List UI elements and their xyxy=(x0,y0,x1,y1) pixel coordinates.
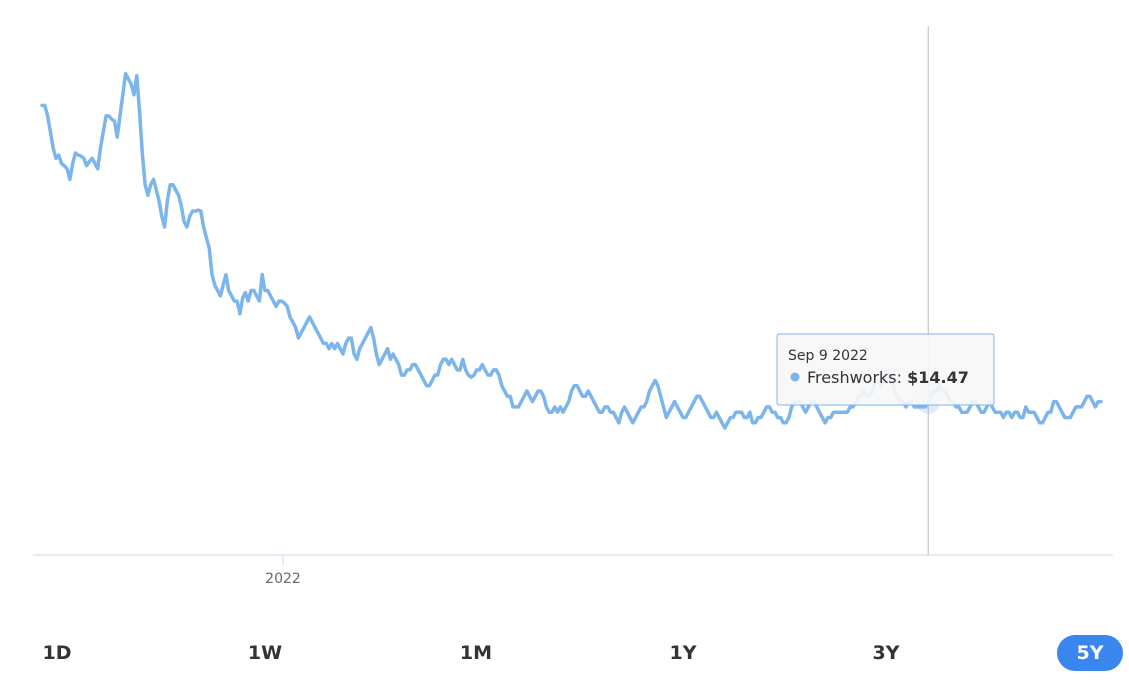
series-line-freshworks[interactable] xyxy=(40,71,1103,430)
tooltip-date: Sep 9 2022 xyxy=(788,348,868,364)
stock-line-chart[interactable]: 2022 Sep 9 2022 Freshworks: $14.47 xyxy=(0,0,1129,600)
tooltip-series-marker xyxy=(790,372,800,382)
tooltip: Sep 9 2022 Freshworks: $14.47 xyxy=(776,333,995,406)
range-button-1w[interactable]: 1W xyxy=(240,635,290,671)
x-tick-label: 2022 xyxy=(265,571,301,587)
range-button-3y[interactable]: 3Y xyxy=(861,635,911,671)
range-button-1m[interactable]: 1M xyxy=(446,635,506,671)
tooltip-box xyxy=(776,333,995,406)
tooltip-value: $14.47 xyxy=(907,368,969,387)
tooltip-separator: : xyxy=(897,368,907,387)
range-button-5y[interactable]: 5Y xyxy=(1057,635,1123,671)
range-button-1d[interactable]: 1D xyxy=(32,635,82,671)
tooltip-series-line: Freshworks: $14.47 xyxy=(807,368,969,387)
series-layer xyxy=(40,71,1103,430)
x-axis-ticks: 2022 xyxy=(265,555,301,587)
range-selector: 1D 1W 1M 1Y 3Y 5Y xyxy=(0,630,1129,674)
tooltip-series-name: Freshworks xyxy=(807,368,897,387)
range-button-1y[interactable]: 1Y xyxy=(658,635,708,671)
